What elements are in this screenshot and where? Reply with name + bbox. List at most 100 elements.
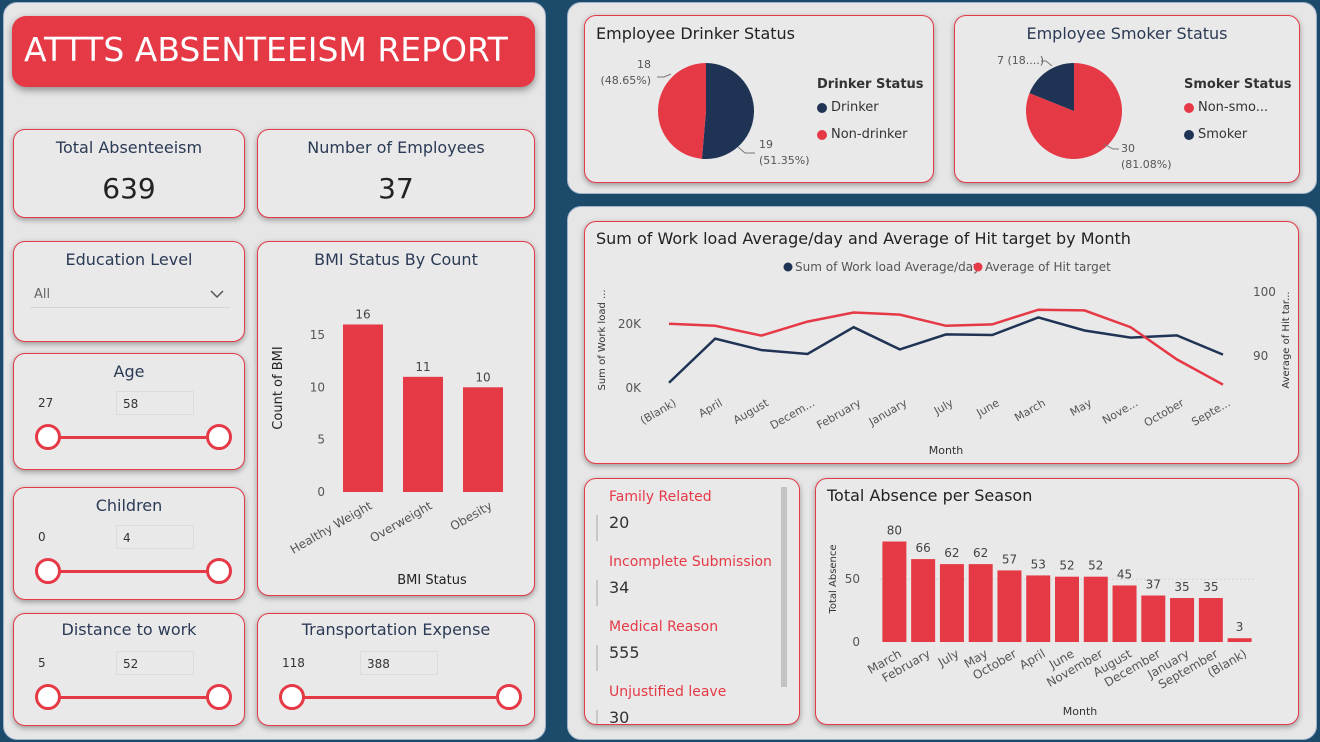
distance-slider-max-handle[interactable]	[206, 684, 232, 710]
x-tick-label: April	[1017, 646, 1048, 672]
data-label: 35	[1174, 580, 1189, 594]
x-tick-label: Septe...	[1189, 396, 1232, 428]
children-slider-track[interactable]	[48, 570, 220, 573]
legend-label: Sum of Work load Average/day	[795, 260, 980, 274]
absence-season-chart: 05080March66February62July62May57October…	[828, 524, 1254, 718]
transport-min-input[interactable]: 118	[282, 656, 305, 670]
number-of-employees-value: 37	[378, 172, 414, 205]
children-max-input[interactable]: 4	[116, 525, 194, 549]
bar	[1227, 638, 1252, 642]
children-slider-max-handle[interactable]	[206, 558, 232, 584]
x-tick-label: February	[814, 396, 863, 432]
data-label: 30	[1121, 142, 1135, 155]
series-line-hit-target	[668, 308, 1224, 386]
drinker-legend-label: Drinker	[831, 100, 879, 115]
x-tick-label: Nove...	[1100, 396, 1140, 427]
data-label: 16	[355, 307, 370, 321]
x-tick-label: May	[1068, 396, 1095, 419]
y-tick-label-right: 100	[1253, 285, 1276, 299]
non-smoker-legend-item[interactable]: Non-smo...	[1184, 100, 1268, 115]
data-label: 57	[1002, 552, 1017, 566]
distance-label: Distance to work	[61, 620, 197, 639]
non-smoker-legend-label: Non-smo...	[1198, 100, 1269, 115]
legend-dot	[973, 262, 983, 272]
bmi-chart: 0 5 10 15 16 Healthy Weight 11 Overweight 10 Obes…	[271, 307, 503, 588]
drinker-legend-dot	[817, 102, 827, 113]
drinker-legend-title: Drinker Status	[817, 77, 924, 92]
y-axis-label: Sum of Work load ...	[597, 289, 608, 390]
x-tick-label: June	[974, 396, 1002, 420]
children-min-input[interactable]: 0	[38, 530, 46, 544]
data-label: 53	[1031, 557, 1046, 571]
y-tick-label-right: 90	[1253, 349, 1268, 363]
smoker-card: Employee Smoker Status 30 (81.08%) 7 (18..…	[954, 15, 1300, 183]
age-max-input[interactable]: 58	[116, 391, 194, 415]
absence-reasons-card: Family Related 20 Incomplete Submission …	[584, 478, 800, 725]
y-tick-label: 50	[845, 572, 860, 586]
reason-divider	[596, 515, 598, 541]
reason-label: Incomplete Submission	[609, 554, 772, 570]
total-absenteeism-card[interactable]: Total Absenteeism 639	[13, 129, 245, 218]
data-label: 37	[1146, 578, 1161, 592]
legend-label: Average of Hit target	[985, 260, 1111, 274]
absence-season-title: Total Absence per Season	[827, 486, 1033, 505]
y-tick-label: 5	[317, 433, 325, 447]
bar	[1170, 598, 1195, 642]
distance-max-input[interactable]: 52	[116, 651, 194, 675]
age-min-input[interactable]: 27	[38, 396, 54, 410]
x-tick-label: Healthy Weight	[288, 498, 375, 556]
x-axis-label: BMI Status	[397, 573, 467, 588]
transport-slider-max-handle[interactable]	[496, 684, 522, 710]
pie-slice	[658, 63, 706, 159]
data-label: (48.65%)	[600, 74, 651, 87]
number-of-employees-label: Number of Employees	[307, 138, 485, 157]
drinker-legend-item[interactable]: Drinker	[817, 100, 879, 115]
bar	[1026, 575, 1051, 642]
x-tick-label: Obesity	[448, 498, 495, 533]
distance-min-input[interactable]: 5	[38, 656, 46, 670]
number-of-employees-card[interactable]: Number of Employees 37	[257, 129, 535, 218]
bar	[939, 564, 964, 642]
bar	[1198, 598, 1223, 642]
age-slider-max-handle[interactable]	[206, 424, 232, 450]
age-slider-min-handle[interactable]	[35, 424, 61, 450]
reasons-scrollbar[interactable]	[781, 487, 787, 687]
x-tick-label: October	[1142, 396, 1187, 430]
reason-value: 30	[609, 708, 630, 725]
y-tick-label: 15	[310, 328, 325, 342]
bar	[403, 376, 443, 492]
bar	[343, 324, 383, 492]
y-axis-label: Total Absence	[828, 544, 839, 614]
series-line-workload	[668, 316, 1224, 384]
education-level-dropdown[interactable]: All	[30, 280, 230, 308]
reason-label: Family Related	[609, 489, 712, 505]
bar	[1055, 576, 1079, 642]
reason-divider	[596, 580, 598, 606]
data-label: 45	[1117, 567, 1132, 581]
transport-slider-min-handle[interactable]	[279, 684, 305, 710]
bar	[1112, 585, 1137, 642]
smoker-legend-item[interactable]: Smoker	[1184, 127, 1247, 142]
drinker-pie-chart: 19 (51.35%) 18 (48.65%)	[600, 58, 809, 167]
reason-value: 20	[609, 513, 630, 532]
transport-slider-track[interactable]	[292, 696, 510, 699]
distance-slider-track[interactable]	[48, 696, 220, 699]
x-tick-label: April	[696, 396, 724, 420]
total-absenteeism-value: 639	[102, 172, 156, 205]
smoker-legend-title: Smoker Status	[1184, 77, 1292, 92]
data-label: 66	[916, 541, 931, 555]
reasons-list[interactable]: Family Related 20 Incomplete Submission …	[585, 479, 785, 725]
x-axis-label: Month	[1063, 705, 1098, 718]
non-drinker-legend-item[interactable]: Non-drinker	[817, 127, 907, 142]
distance-slider-min-handle[interactable]	[35, 684, 61, 710]
children-slider-min-handle[interactable]	[35, 558, 61, 584]
transport-max-input[interactable]: 388	[360, 651, 438, 675]
reason-label: Medical Reason	[609, 619, 719, 635]
age-slider-track[interactable]	[48, 436, 220, 439]
x-tick-label: Decem...	[768, 396, 817, 432]
education-level-slicer: Education Level All	[13, 241, 245, 342]
x-tick-label: July	[935, 646, 962, 669]
bmi-chart-card: BMI Status By Count 0 5 10 15 16 Healthy Weig…	[257, 241, 535, 596]
y-tick-label: 10	[310, 380, 325, 394]
data-label: 52	[1088, 559, 1103, 573]
